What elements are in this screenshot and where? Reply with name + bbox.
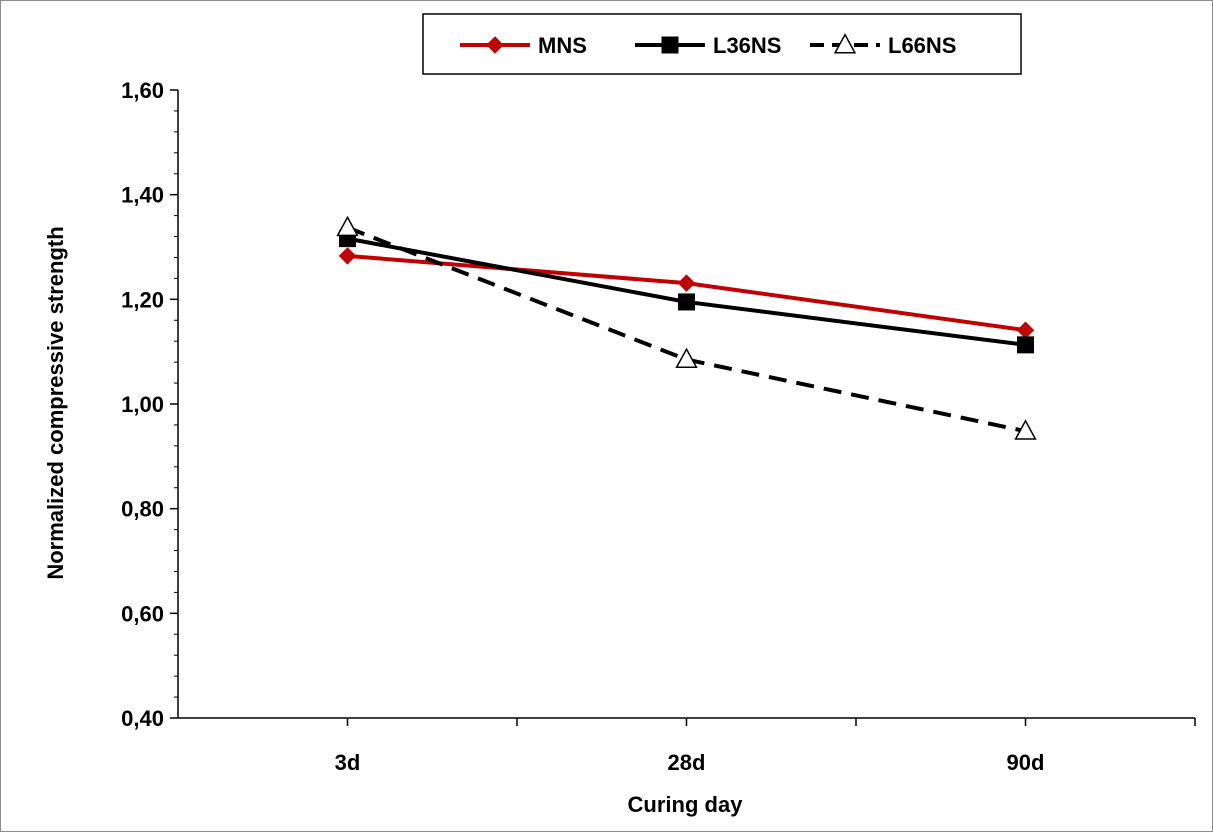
x-axis-title: Curing day [628,792,744,817]
y-tick-label: 0,80 [121,497,164,522]
legend-marker-l36ns [661,36,679,54]
legend-label-mns: MNS [538,33,587,58]
y-tick-label: 0,60 [121,601,164,626]
legend-marker-mns [486,36,504,54]
x-tick-label: 28d [668,750,706,775]
data-point-l66ns [1014,419,1037,440]
data-point-mns [677,274,696,292]
data-point-mns [338,247,357,265]
y-tick-label: 1,60 [121,78,164,103]
legend-label-l36ns: L36NS [713,33,781,58]
y-tick-label: 1,20 [121,287,164,312]
y-tick-label: 1,00 [121,392,164,417]
x-tick-label: 90d [1007,750,1045,775]
legend-marker-l66ns [833,33,857,54]
y-tick-label: 0,40 [121,706,164,731]
data-point-l66ns [675,347,698,369]
x-tick-label: 3d [335,750,361,775]
data-point-l66ns [336,215,359,237]
y-axis-title: Normalized compressive strength [43,226,68,579]
axes: 0,40 0,60 0,80 1,00 1,20 1,40 1,60 3d 28d 90d [121,78,1196,775]
legend: MNS L36NS L66NS [422,13,1022,75]
data-point-mns [1016,321,1035,339]
series-layer [336,215,1037,440]
data-point-l36ns [678,293,695,311]
series-line-mns [347,253,1026,333]
legend-label-l66ns: L66NS [888,33,956,58]
series-line-l66ns [346,225,1026,434]
data-point-l36ns [1017,336,1034,354]
y-tick-label: 1,40 [121,183,164,208]
